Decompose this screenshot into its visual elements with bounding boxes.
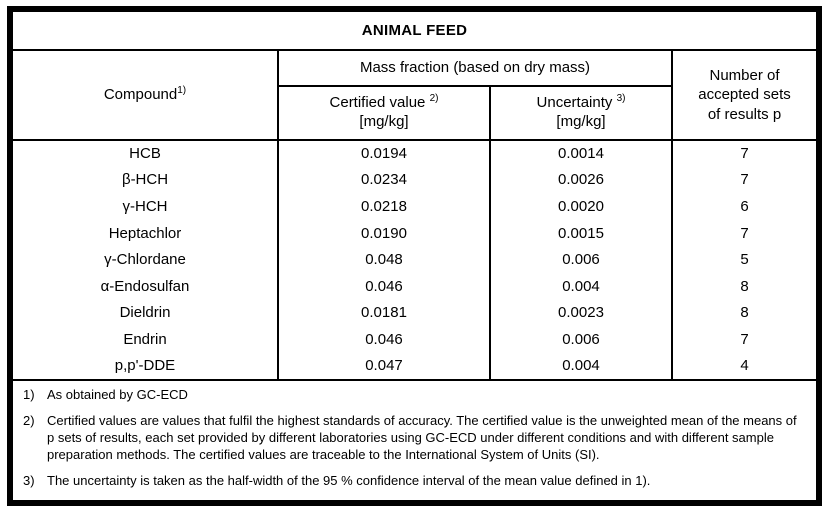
animal-feed-table: ANIMAL FEED Compound1) Mass fraction (ba… <box>13 12 817 500</box>
compound-cell: Endrin <box>13 326 279 353</box>
footnote-text: Certified values are values that fulfil … <box>47 412 797 462</box>
accepted-sets-cell: 4 <box>740 357 749 375</box>
certified-value-cell: 0.046 <box>278 326 491 353</box>
accepted-sets-cell: 6 <box>740 197 749 215</box>
uncertainty-cell: 0.0015 <box>490 219 673 247</box>
table-body: HCB 0.0194 0.0014 7 β-HCH 0.0234 0.0026 … <box>13 139 816 380</box>
uncertainty-cell: 0.004 <box>490 352 673 380</box>
footnote-ref-2: 2) <box>429 92 439 104</box>
certified-value-cell: 0.0218 <box>278 193 491 220</box>
certified-value-unit: [mg/kg] <box>359 112 409 130</box>
header-row-top: Compound1) Mass fraction (based on dry m… <box>13 50 817 141</box>
uncertainty-cell: 0.0020 <box>490 193 673 220</box>
table-row: Dieldrin 0.0181 0.0023 8 <box>13 299 816 327</box>
uncertainty-cell: 0.006 <box>490 246 673 273</box>
table-row: Heptachlor 0.0190 0.0015 7 <box>13 219 816 247</box>
footnote-marker: 3) <box>23 472 35 488</box>
compound-cell: Heptachlor <box>13 219 279 247</box>
accepted-sets-header-label: Number of accepted sets of results p <box>698 66 791 123</box>
table-row: α-Endosulfan 0.046 0.004 8 <box>13 272 816 300</box>
uncertainty-cell: 0.0023 <box>490 299 673 327</box>
compound-cell: p,p'-DDE <box>13 352 279 380</box>
table-row: γ-Chlordane 0.048 0.006 5 <box>13 246 816 273</box>
compound-cell: β-HCH <box>13 166 279 194</box>
accepted-sets-cell: 7 <box>740 331 749 349</box>
compound-cell: Dieldrin <box>13 299 279 327</box>
accepted-sets-cell: 8 <box>740 304 749 322</box>
certified-value-cell: 0.048 <box>278 246 491 273</box>
title-row: ANIMAL FEED <box>13 12 817 52</box>
uncertainty-cell: 0.006 <box>490 326 673 353</box>
accepted-sets-cell: 7 <box>740 171 749 189</box>
footnote-1: 1) As obtained by GC-ECD <box>23 386 808 403</box>
compound-header-label: Compound <box>103 85 178 103</box>
footnote-marker: 1) <box>23 386 35 402</box>
table-row: β-HCH 0.0234 0.0026 7 <box>13 166 816 194</box>
uncertainty-cell: 0.0014 <box>490 139 673 167</box>
table-title: ANIMAL FEED <box>13 12 817 52</box>
uncertainty-unit: [mg/kg] <box>556 112 606 130</box>
column-header-compound: Compound1) <box>13 50 279 141</box>
table-frame: ANIMAL FEED Compound1) Mass fraction (ba… <box>7 6 822 506</box>
footnote-ref-1: 1) <box>177 84 187 96</box>
certified-value-label: Certified value <box>329 93 426 111</box>
compound-cell: γ-Chlordane <box>13 246 279 273</box>
column-header-mass-fraction: Mass fraction (based on dry mass) <box>278 50 673 87</box>
column-header-uncertainty: Uncertainty 3) [mg/kg] <box>490 85 673 141</box>
compound-cell: γ-HCH <box>13 193 279 220</box>
footnote-3: 3) The uncertainty is taken as the half-… <box>23 472 808 489</box>
header-row-sub: Certified value 2) [mg/kg] Uncertainty 3… <box>13 85 816 141</box>
footnotes-area: 1) As obtained by GC-ECD 2) Certified va… <box>13 378 817 500</box>
footnote-marker: 2) <box>23 412 35 428</box>
uncertainty-label: Uncertainty <box>536 93 613 111</box>
certified-value-cell: 0.0190 <box>278 219 491 247</box>
certified-value-cell: 0.0181 <box>278 299 491 327</box>
table-row: HCB 0.0194 0.0014 7 <box>13 139 816 167</box>
certified-value-cell: 0.047 <box>278 352 491 380</box>
table-row: p,p'-DDE 0.047 0.004 4 <box>13 352 816 380</box>
certified-value-cell: 0.0194 <box>278 139 491 167</box>
certified-value-cell: 0.0234 <box>278 166 491 194</box>
table-row: γ-HCH 0.0218 0.0020 6 <box>13 193 816 220</box>
footnote-text: As obtained by GC-ECD <box>47 386 188 402</box>
accepted-sets-cell: 7 <box>740 224 749 242</box>
column-header-certified-value: Certified value 2) [mg/kg] <box>278 85 491 141</box>
uncertainty-cell: 0.0026 <box>490 166 673 194</box>
footnote-text: The uncertainty is taken as the half-wid… <box>47 472 651 488</box>
footnote-ref-3: 3) <box>616 92 626 104</box>
accepted-sets-cell: 5 <box>740 251 749 269</box>
footnotes-row: 1) As obtained by GC-ECD 2) Certified va… <box>13 378 817 500</box>
certified-value-cell: 0.046 <box>278 272 491 300</box>
accepted-sets-cell: 8 <box>740 277 749 295</box>
footnote-2: 2) Certified values are values that fulf… <box>23 412 808 463</box>
table-row: Endrin 0.046 0.006 7 <box>13 326 816 353</box>
uncertainty-cell: 0.004 <box>490 272 673 300</box>
uncertainty-header-line: Uncertainty 3) <box>491 92 671 113</box>
compound-cell: HCB <box>13 139 279 167</box>
compound-cell: α-Endosulfan <box>13 272 279 300</box>
accepted-sets-cell: 7 <box>740 145 749 163</box>
column-header-accepted-sets: Number of accepted sets of results p <box>672 50 817 141</box>
certified-value-header-line: Certified value 2) <box>279 92 489 113</box>
